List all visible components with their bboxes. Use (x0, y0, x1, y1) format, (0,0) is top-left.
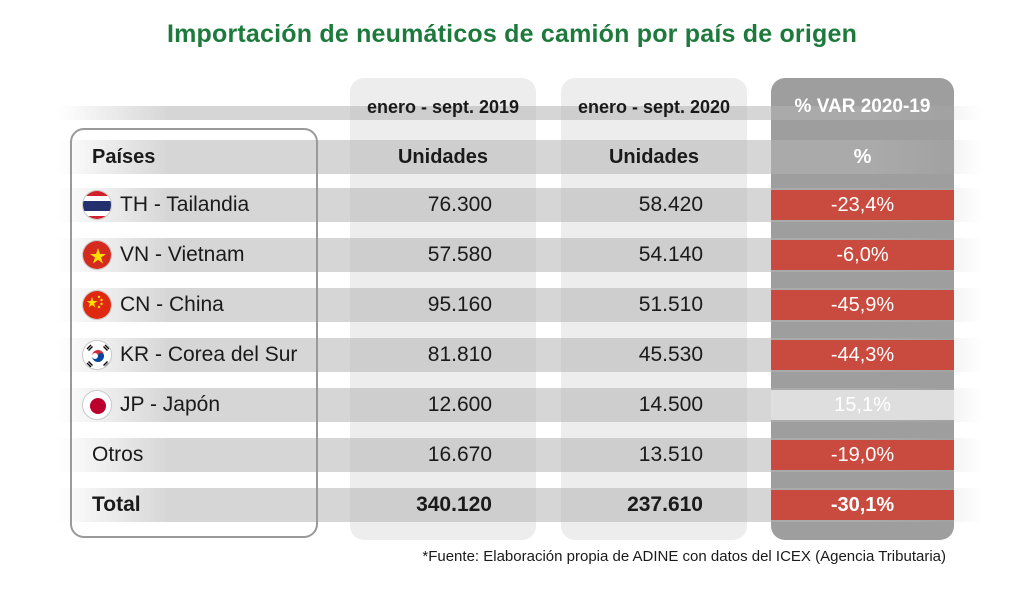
chart-title: Importación de neumáticos de camión por … (166, 20, 858, 48)
value-2020: 45.530 (638, 343, 703, 366)
source-note: *Fuente: Elaboración propia de ADINE con… (422, 548, 946, 565)
country-label: CN - China (120, 293, 224, 316)
china-flag-icon (82, 290, 112, 320)
value-2020: 237.610 (627, 493, 703, 516)
country-label: Total (92, 493, 141, 516)
period-2020-header: enero - sept. 2020 (577, 97, 731, 117)
value-2020: 13.510 (638, 443, 703, 466)
period-var-header: % VAR 2020-19 (794, 96, 931, 117)
korea-flag-icon (82, 340, 112, 370)
value-2019: 16.670 (427, 443, 492, 466)
units-2019-header: Unidades (397, 146, 489, 168)
value-2020: 58.420 (638, 193, 703, 216)
value-2019: 81.810 (427, 343, 492, 366)
countries-frame (70, 128, 318, 538)
country-label: KR - Corea del Sur (120, 343, 298, 366)
value-2019: 12.600 (427, 393, 492, 416)
country-label: Otros (92, 443, 144, 466)
vietnam-flag-icon (82, 240, 112, 270)
value-2020: 14.500 (638, 393, 703, 416)
value-2020: 51.510 (638, 293, 703, 316)
value-2019: 340.120 (416, 493, 492, 516)
variation-value: -45,9% (771, 290, 954, 320)
variation-value: -44,3% (771, 340, 954, 370)
row-band (58, 140, 982, 174)
value-2019: 76.300 (427, 193, 492, 216)
period-2019-header: enero - sept. 2019 (366, 97, 520, 117)
japan-flag-icon (82, 390, 112, 420)
value-2020: 54.140 (638, 243, 703, 266)
variation-value: -19,0% (771, 440, 954, 470)
variation-value: -23,4% (771, 190, 954, 220)
thailand-flag-icon (82, 190, 112, 220)
variation-value: 15,1% (771, 390, 954, 420)
value-2019: 95.160 (427, 293, 492, 316)
row-band (58, 106, 982, 120)
variation-value: -6,0% (771, 240, 954, 270)
percent-header: % (853, 146, 872, 168)
value-2019: 57.580 (427, 243, 492, 266)
countries-header: Países (92, 146, 156, 168)
units-2020-header: Unidades (608, 146, 700, 168)
country-label: JP - Japón (120, 393, 221, 416)
country-label: TH - Tailandia (120, 193, 250, 216)
country-label: VN - Vietnam (120, 243, 245, 266)
variation-value: -30,1% (771, 490, 954, 520)
